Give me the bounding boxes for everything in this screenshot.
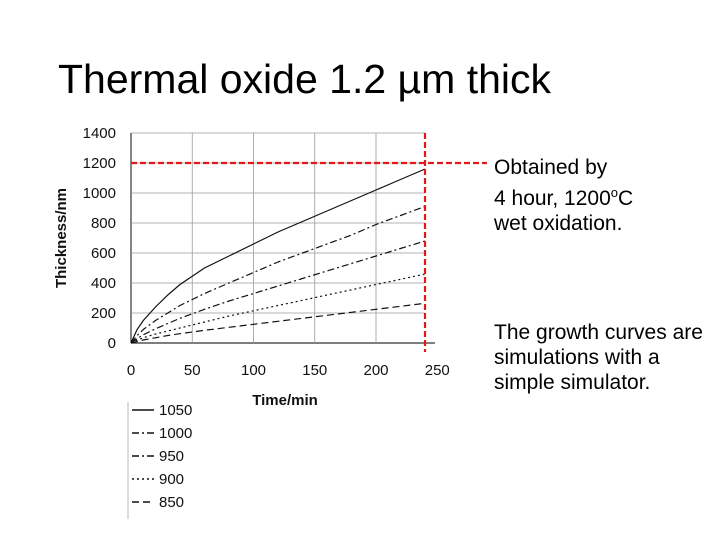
x-tick-label: 100 xyxy=(241,362,266,379)
reference-lines xyxy=(131,133,487,352)
y-tick-label: 600 xyxy=(91,245,116,262)
x-tick-label: 250 xyxy=(425,362,450,379)
annotation-simulation-note: The growth curves are simulations with a… xyxy=(494,321,703,394)
series-line-1050 xyxy=(130,168,426,344)
legend: 1050 1000 950 900 850 xyxy=(127,402,192,519)
legend-label-850: 850 xyxy=(159,494,184,511)
y-tick-label: 1200 xyxy=(83,155,116,172)
y-axis-title: Thickness/nm xyxy=(53,188,70,288)
y-tick-label: 800 xyxy=(91,215,116,232)
slide-title: Thermal oxide 1.2 µm thick xyxy=(58,56,552,102)
x-tick-label: 200 xyxy=(363,362,388,379)
x-tick-label: 150 xyxy=(302,362,327,379)
legend-label-950: 950 xyxy=(159,448,184,465)
y-tick-label: 200 xyxy=(91,305,116,322)
annotation-line: Obtained by xyxy=(494,156,608,179)
annotation-line: wet oxidation. xyxy=(494,212,623,235)
y-tick-label: 400 xyxy=(91,275,116,292)
series-line-950 xyxy=(130,240,426,344)
series-lines xyxy=(130,168,426,344)
y-tick-label: 0 xyxy=(108,335,116,352)
x-axis-title: Time/min xyxy=(252,392,318,409)
x-tick-label: 50 xyxy=(184,362,201,379)
y-tick-label: 1400 xyxy=(83,125,116,142)
annotation-line: 4 hour, 1200oC xyxy=(494,185,634,210)
legend-label-900: 900 xyxy=(159,471,184,488)
series-line-850 xyxy=(130,302,426,344)
y-tick-label: 1000 xyxy=(83,185,116,202)
axis-tick-labels: 0 200 400 600 800 1000 1200 1400 0 50 100 150 200 250 xyxy=(83,125,450,379)
grid-lines xyxy=(130,132,435,344)
annotation-oxidation-conditions: Obtained by 4 hour, 1200oC wet oxidation… xyxy=(494,155,633,236)
legend-label-1050: 1050 xyxy=(159,402,192,419)
series-line-1000 xyxy=(130,205,426,344)
legend-label-1000: 1000 xyxy=(159,425,192,442)
x-tick-label: 0 xyxy=(127,362,135,379)
